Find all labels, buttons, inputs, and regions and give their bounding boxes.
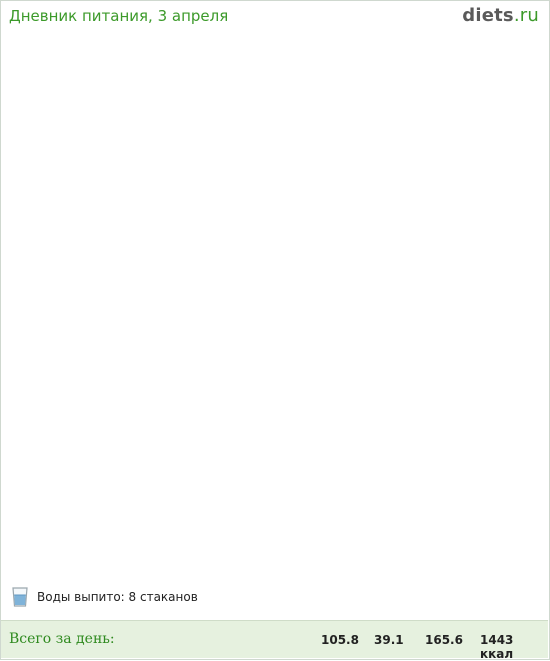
page-title: Дневник питания, 3 апреля [9, 7, 229, 25]
water-intake: Воды выпито: 8 стаканов [11, 586, 198, 608]
day-total-carbs: 165.6 [425, 633, 463, 647]
day-total-kcal: 1443 ккал [480, 633, 514, 661]
logo-tld: .ru [513, 5, 539, 26]
day-total-label: Всего за день: [9, 631, 115, 647]
header: Дневник питания, 3 апреля diets.ru [0, 0, 550, 38]
site-logo[interactable]: diets.ru [462, 5, 539, 26]
glass-icon [11, 586, 29, 608]
day-total-protein: 105.8 [321, 633, 359, 647]
day-total-bar: Всего за день: 105.8 39.1 165.6 1443 кка… [1, 620, 548, 661]
water-text: Воды выпито: 8 стаканов [37, 590, 198, 604]
logo-main: diets [462, 5, 514, 26]
day-total-fat: 39.1 [374, 633, 404, 647]
